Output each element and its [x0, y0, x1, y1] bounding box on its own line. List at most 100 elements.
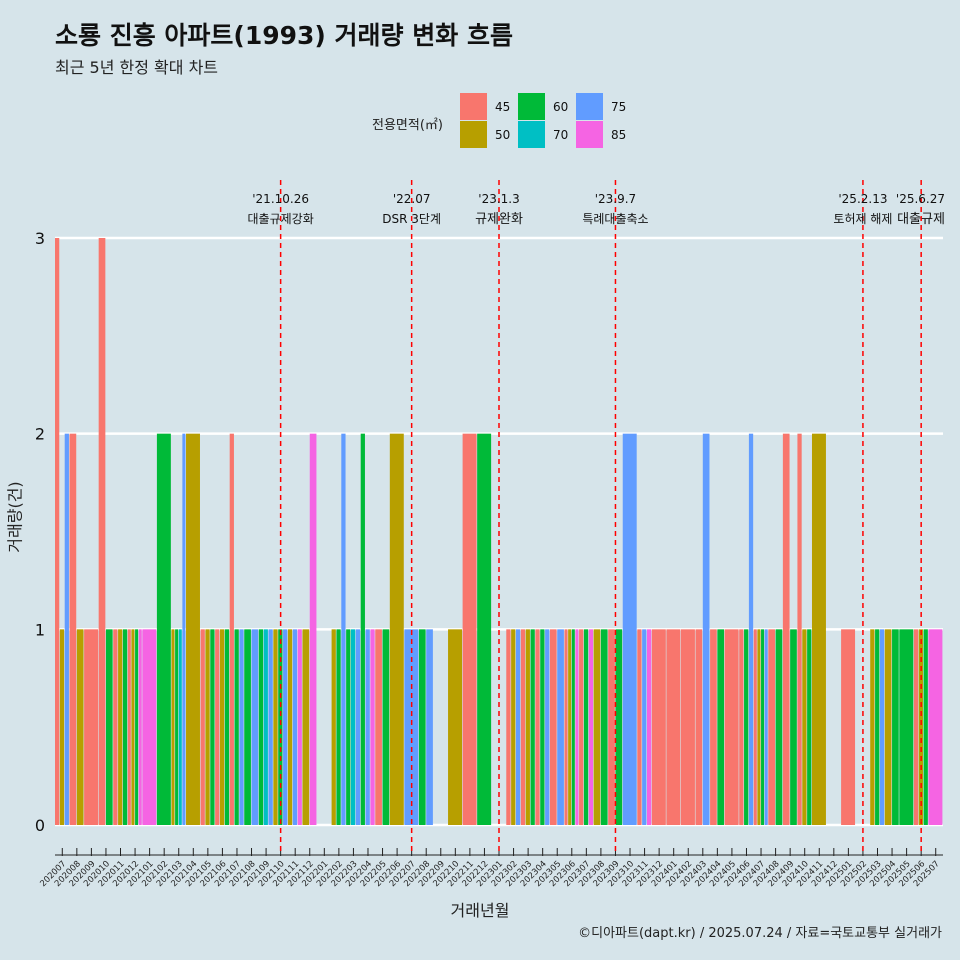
event-label-202309: 특례대출축소 [582, 212, 648, 226]
bar-50-202410 [802, 629, 807, 825]
bar-45-202307 [579, 629, 584, 825]
bar-60-202303 [530, 629, 535, 825]
bar-45-202303 [520, 629, 526, 825]
bar-45-202007 [55, 238, 60, 825]
bar-60-202404 [717, 629, 725, 825]
bar-60-202504 [892, 629, 899, 825]
bar-45-202107 [229, 433, 234, 825]
legend-swatch-75 [576, 93, 603, 120]
y-tick-label: 2 [35, 425, 45, 444]
bar-60-202407 [761, 629, 765, 825]
bar-45-202010 [98, 238, 106, 825]
bar-75-202310 [622, 433, 637, 825]
bar-75-202207 [404, 629, 419, 825]
bar-50-202407 [757, 629, 761, 825]
bar-60-202308 [600, 629, 608, 825]
event-label-202207: DSR 3단계 [382, 212, 441, 226]
bar-85-202012 [138, 629, 142, 825]
bar-75-202403 [702, 433, 710, 825]
y-tick-label: 1 [35, 620, 45, 639]
bar-45-202501 [841, 629, 856, 825]
event-date-202506: '25.6.27 [896, 192, 945, 206]
legend-swatch-70 [518, 121, 545, 148]
bar-75-202202 [341, 433, 346, 825]
bar-70-202203 [351, 629, 356, 825]
bar-75-202108 [251, 629, 259, 825]
bar-60-202010 [105, 629, 113, 825]
bar-45-202012 [127, 629, 131, 825]
bar-60-202106 [224, 629, 230, 825]
bar-45-202406 [739, 629, 744, 825]
bar-45-202404 [710, 629, 717, 825]
bar-75-202103 [182, 433, 186, 825]
legend-swatch-60 [518, 93, 545, 120]
bar-50-202306 [568, 629, 572, 825]
bar-50-202202 [331, 629, 336, 825]
bar-85-202307 [588, 629, 594, 825]
bar-75-202503 [879, 629, 885, 825]
bar-85-202204 [370, 629, 375, 825]
bar-50-202210 [448, 629, 463, 825]
event-date-202309: '23.9.7 [595, 192, 636, 206]
bar-50-202504 [884, 629, 892, 825]
bar-60-202503 [875, 629, 880, 825]
legend-title: 전용면적(㎡) [372, 118, 443, 133]
bar-50-202206 [389, 433, 404, 825]
bar-45-202009 [84, 629, 99, 825]
bar-45-202311 [637, 629, 642, 825]
bar-45-202011 [113, 629, 118, 825]
bar-60-202012 [135, 629, 139, 825]
bar-60-202304 [540, 629, 545, 825]
bar-45-202403 [695, 629, 703, 825]
bar-60-202107 [234, 629, 239, 825]
legend-label-60: 60 [553, 100, 568, 114]
bar-75-202110 [283, 629, 288, 825]
legend-label-50: 50 [495, 128, 510, 142]
bar-60-202103 [175, 629, 179, 825]
bar-50-202012 [131, 629, 135, 825]
x-axis-label: 거래년월 [450, 901, 510, 920]
bar-50-202007 [59, 629, 65, 825]
bar-45-202106 [215, 629, 220, 825]
bar-75-202007 [64, 433, 69, 825]
bar-45-202402 [680, 629, 695, 825]
bar-50-202011 [118, 629, 123, 825]
bar-60-202011 [122, 629, 128, 825]
page-subtitle: 최근 5년 한정 확대 차트 [55, 58, 219, 77]
event-date-202207: '22.07 [393, 192, 431, 206]
y-axis-label: 거래량(건) [5, 481, 25, 553]
bar-70-202109 [263, 629, 268, 825]
bar-50-202111 [287, 629, 293, 825]
legend-label-70: 70 [553, 128, 568, 142]
bar-50-202112 [302, 629, 310, 825]
bar-85-202111 [297, 629, 302, 825]
bar-60-202110 [278, 629, 283, 825]
bar-50-202308 [593, 629, 601, 825]
legend-label-45: 45 [495, 100, 510, 114]
bar-60-202406 [744, 629, 749, 825]
bar-75-202109 [268, 629, 273, 825]
bar-60-202309 [615, 629, 623, 825]
bar-60-202506 [923, 629, 928, 825]
bar-45-202408 [768, 629, 775, 825]
bar-45-202410 [797, 433, 802, 825]
event-label-202502: 토허제 해제 [833, 212, 892, 226]
bar-60-202108 [244, 629, 251, 825]
bar-50-202302 [511, 629, 516, 825]
bar-60-202203 [346, 629, 351, 825]
bar-50-202105 [205, 629, 210, 825]
bar-45-202105 [200, 629, 205, 825]
bar-75-202305 [557, 629, 564, 825]
legend-label-75: 75 [611, 100, 626, 114]
bar-45-202309 [608, 629, 615, 825]
y-tick-label: 0 [35, 816, 45, 835]
bar-60-202202 [336, 629, 341, 825]
bar-45-202305 [549, 629, 557, 825]
event-label-202301: 규제완화 [475, 212, 523, 227]
bar-75-202406 [748, 433, 754, 825]
bar-75-202407 [764, 629, 768, 825]
bar-75-202204 [365, 629, 370, 825]
bar-60-202105 [210, 629, 215, 825]
bar-45-202008 [69, 433, 77, 825]
